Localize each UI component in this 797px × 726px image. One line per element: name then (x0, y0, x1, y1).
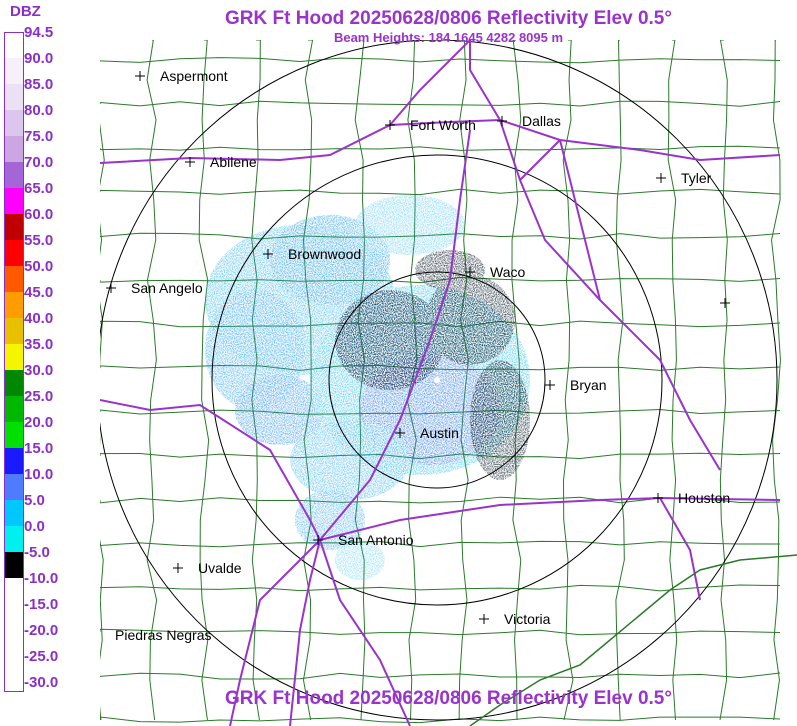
legend-swatch (4, 578, 24, 604)
legend-tick-label: 75.0 (24, 128, 54, 145)
city-label: Bryan (570, 377, 607, 393)
legend-tick-label: 70.0 (24, 154, 54, 171)
legend-swatch (4, 474, 24, 500)
legend-tick-label: -30.0 (24, 674, 59, 691)
city-aspermont: Aspermont (135, 68, 228, 84)
city-label: Tyler (681, 170, 712, 186)
city-fort-worth: Fort Worth (385, 117, 476, 133)
city-label: Piedras Negras (115, 627, 212, 643)
city-san-angelo: San Angelo (106, 280, 203, 296)
city-label: Waco (490, 264, 525, 280)
legend-tick-label: 45.0 (24, 284, 54, 301)
legend-unit-label: DBZ (10, 3, 41, 20)
legend-tick-label: 35.0 (24, 336, 54, 353)
dbz-legend: DBZ 94.5 90.0 85.0 80.0 75.0 70.0 65.0 60.0 55.0… (0, 0, 100, 726)
city-label: Uvalde (198, 560, 242, 576)
legend-tick-label: 65.0 (24, 180, 54, 197)
city-label: Houston (678, 490, 730, 506)
legend-swatch (4, 84, 24, 110)
legend-swatch (4, 240, 24, 266)
legend-swatch (4, 604, 24, 630)
legend-swatch (4, 370, 24, 396)
city-label: Fort Worth (410, 117, 476, 133)
legend-tick-label: -15.0 (24, 596, 59, 613)
unlabeled-city-marker (720, 298, 730, 308)
range-rings (100, 40, 778, 721)
legend-tick-label: -25.0 (24, 648, 59, 665)
legend-tick-label: 94.5 (24, 24, 54, 41)
page-title: GRK Ft Hood 20250628/0806 Reflectivity E… (225, 8, 672, 29)
legend-swatch (4, 448, 24, 474)
legend-swatch (4, 656, 24, 682)
legend-swatch (4, 188, 24, 214)
legend-swatch (4, 396, 24, 422)
city-waco: Waco (465, 264, 525, 280)
city-markers: Aspermont Fort Worth Dallas Abilene Tyler Bro… (106, 68, 730, 643)
legend-swatch (4, 292, 24, 318)
legend-frame (4, 32, 24, 692)
city-piedras-negras: Piedras Negras (115, 627, 212, 643)
legend-swatch (4, 526, 24, 552)
legend-tick-label: -10.0 (24, 570, 59, 587)
city-label: Brownwood (288, 246, 361, 262)
legend-swatch (4, 136, 24, 162)
legend-swatch (4, 214, 24, 240)
legend-tick-label: 15.0 (24, 440, 54, 457)
legend-tick-label: 40.0 (24, 310, 54, 327)
city-label: San Angelo (131, 280, 203, 296)
city-san-antonio: San Antonio (313, 532, 414, 548)
city-uvalde: Uvalde (173, 560, 242, 576)
legend-tick-label: 5.0 (24, 492, 45, 509)
city-label: San Antonio (338, 532, 414, 548)
city-brownwood: Brownwood (263, 246, 361, 262)
city-dallas: Dallas (497, 113, 561, 129)
city-houston: Houston (653, 490, 730, 506)
legend-tick-label: 10.0 (24, 466, 54, 483)
legend-swatch (4, 422, 24, 448)
city-label: Dallas (522, 113, 561, 129)
legend-tick-label: 60.0 (24, 206, 54, 223)
legend-tick-label: -5.0 (24, 544, 50, 561)
footer-title: GRK Ft Hood 20250628/0806 Reflectivity E… (225, 688, 672, 709)
legend-swatch (4, 682, 24, 708)
legend-swatch (4, 162, 24, 188)
beam-heights-subtitle: Beam Heights: 184 1645 4282 8095 m (333, 30, 564, 45)
city-bryan: Bryan (545, 377, 607, 393)
legend-tick-label: 25.0 (24, 388, 54, 405)
city-abilene: Abilene (185, 154, 257, 170)
legend-tick-label: 0.0 (24, 518, 45, 535)
legend-tick-label: 90.0 (24, 50, 54, 67)
legend-swatch (4, 344, 24, 370)
legend-swatch (4, 32, 24, 58)
legend-tick-label: 30.0 (24, 362, 54, 379)
city-tyler: Tyler (656, 170, 712, 186)
city-label: Victoria (504, 611, 551, 627)
gulf-coastline (469, 554, 797, 726)
city-label: Abilene (210, 154, 257, 170)
city-label: Austin (420, 425, 459, 441)
reflectivity-echo (205, 195, 530, 580)
city-victoria: Victoria (479, 611, 551, 627)
legend-swatch (4, 630, 24, 656)
legend-swatch (4, 500, 24, 526)
legend-tick-label: 55.0 (24, 232, 54, 249)
legend-tick-label: 85.0 (24, 76, 54, 93)
city-label: Aspermont (160, 68, 228, 84)
legend-tick-label: -20.0 (24, 622, 59, 639)
legend-tick-label: 20.0 (24, 414, 54, 431)
legend-swatch (4, 266, 24, 292)
legend-swatch (4, 318, 24, 344)
legend-swatch (4, 110, 24, 136)
legend-swatch (4, 552, 24, 578)
legend-tick-label: 80.0 (24, 102, 54, 119)
city-austin: Austin (395, 425, 459, 441)
interstate-highways (100, 40, 781, 726)
legend-tick-label: 50.0 (24, 258, 54, 275)
legend-swatch (4, 58, 24, 84)
